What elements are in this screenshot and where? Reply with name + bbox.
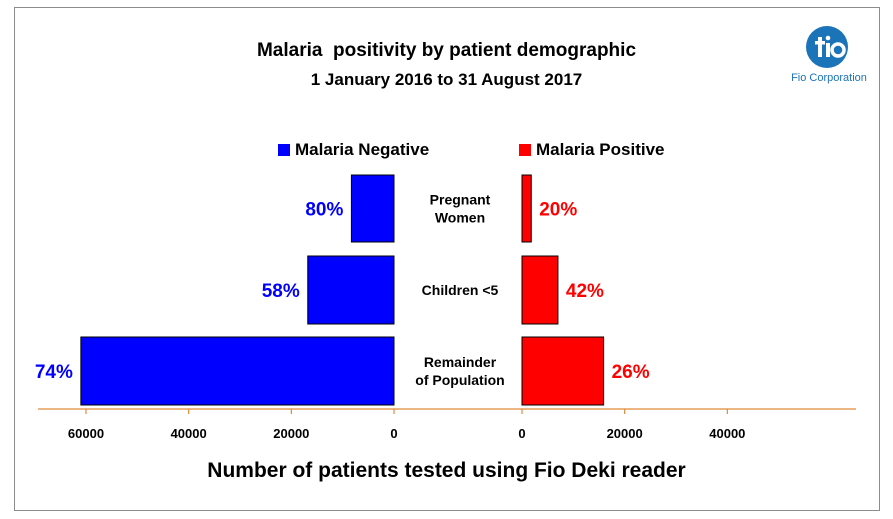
chart-subtitle: 1 January 2016 to 31 August 2017 xyxy=(310,70,583,89)
x-tick-label: 0 xyxy=(518,426,525,441)
logo-text: Fio Corporation xyxy=(791,72,867,84)
category-label: Remainder of Population xyxy=(415,354,504,388)
legend-label-positive: Malaria Positive xyxy=(536,140,665,159)
bar-negative xyxy=(350,174,395,243)
bar-positive xyxy=(521,255,559,325)
data-label-negative: 74% xyxy=(35,362,73,383)
category-label-line: Remainder xyxy=(424,354,497,370)
chart-title: Malaria positivity by patient demographi… xyxy=(256,40,637,61)
bar-positive xyxy=(521,174,532,243)
legend-swatch-positive xyxy=(519,144,531,156)
data-label-negative: 58% xyxy=(262,281,300,302)
category-label: Children <5 xyxy=(422,282,499,298)
x-tick-label: 60000 xyxy=(68,426,104,441)
data-label-positive: 42% xyxy=(566,281,604,302)
chart-frame xyxy=(14,7,880,511)
x-tick-label: 40000 xyxy=(171,426,207,441)
data-label-positive: 20% xyxy=(539,200,577,221)
category-label-line: of Population xyxy=(415,372,504,388)
category-label-line: Pregnant xyxy=(430,192,491,208)
legend-label-negative: Malaria Negative xyxy=(295,140,430,159)
x-tick-label: 0 xyxy=(390,426,397,441)
data-label-positive: 26% xyxy=(612,362,650,383)
x-axis-title: Number of patients tested using Fio Deki… xyxy=(207,459,686,482)
bar-positive xyxy=(521,336,605,406)
category-label-line: Children <5 xyxy=(422,282,499,298)
fio-logo-icon xyxy=(806,26,848,68)
legend-swatch-negative xyxy=(278,144,290,156)
x-tick-label: 20000 xyxy=(607,426,643,441)
bar-negative xyxy=(307,255,395,325)
bar-negative xyxy=(80,336,395,406)
x-tick-label: 40000 xyxy=(709,426,745,441)
category-label: Pregnant Women xyxy=(430,192,491,226)
legend-item-positive: Malaria Positive xyxy=(519,140,665,160)
category-label-line: Women xyxy=(435,210,485,226)
x-tick-label: 20000 xyxy=(273,426,309,441)
data-label-negative: 80% xyxy=(305,200,343,221)
legend-item-negative: Malaria Negative xyxy=(278,140,429,160)
